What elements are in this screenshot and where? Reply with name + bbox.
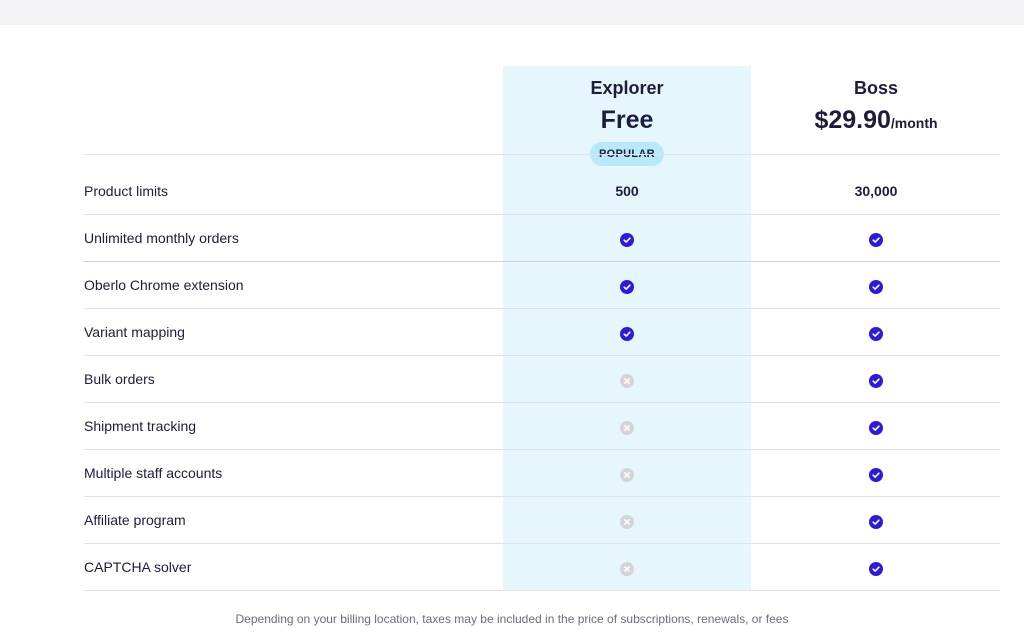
feature-row: Variant mapping: [84, 309, 1000, 356]
feature-label: Variant mapping: [84, 324, 185, 340]
feature-comparison-table: Product limits 500 30,000 Unlimited monthly…: [84, 168, 1000, 591]
feature-cell-explorer: [503, 356, 751, 402]
feature-cell-boss: [752, 450, 1000, 496]
plan-price: Free: [503, 106, 751, 135]
feature-cell-explorer: [503, 262, 751, 308]
feature-cell-explorer: [503, 309, 751, 355]
feature-label: Bulk orders: [84, 371, 155, 387]
feature-cell-boss: [752, 497, 1000, 543]
check-circle-icon: [869, 561, 883, 576]
feature-row: Shipment tracking: [84, 403, 1000, 450]
feature-row: CAPTCHA solver: [84, 544, 1000, 591]
plan-name: Explorer: [590, 78, 664, 98]
check-circle-icon: [869, 279, 883, 294]
price-amount: Free: [600, 106, 654, 134]
feature-label: Unlimited monthly orders: [84, 230, 239, 246]
feature-cell-boss: [752, 215, 1000, 261]
feature-row: Unlimited monthly orders: [84, 215, 1000, 262]
check-circle-icon: [869, 326, 883, 341]
check-circle-icon: [620, 232, 634, 247]
plan-name: Boss: [853, 78, 898, 98]
x-circle-icon: [620, 373, 634, 388]
check-circle-icon: [620, 279, 634, 294]
check-circle-icon: [620, 326, 634, 341]
feature-cell-explorer: [503, 403, 751, 449]
feature-row: Oberlo Chrome extension: [84, 262, 1000, 309]
feature-row: Product limits 500 30,000: [84, 168, 1000, 215]
x-circle-icon: [620, 467, 634, 482]
feature-label: CAPTCHA solver: [84, 559, 192, 575]
tax-footnote: Depending on your billing location, taxe…: [235, 612, 789, 626]
header-divider: [84, 154, 1000, 155]
price-suffix: /month: [890, 115, 938, 131]
price-amount: $29.90: [814, 106, 891, 134]
feature-cell-boss: [752, 403, 1000, 449]
feature-label: Affiliate program: [84, 512, 186, 528]
feature-cell-boss: [752, 544, 1000, 590]
check-circle-icon: [869, 232, 883, 247]
check-circle-icon: [869, 467, 883, 482]
feature-cell-boss: 30,000: [854, 183, 898, 199]
feature-label: Shipment tracking: [84, 418, 197, 434]
feature-cell-boss: [752, 356, 1000, 402]
feature-row: Multiple staff accounts: [84, 450, 1000, 497]
feature-cell-explorer: [503, 497, 751, 543]
x-circle-icon: [620, 514, 634, 529]
check-circle-icon: [869, 420, 883, 435]
feature-cell-explorer: [503, 450, 751, 496]
feature-label: Product limits: [84, 183, 169, 199]
x-circle-icon: [620, 561, 634, 576]
x-circle-icon: [620, 420, 634, 435]
check-circle-icon: [869, 514, 883, 529]
feature-label: Multiple staff accounts: [84, 465, 223, 481]
feature-cell-boss: [752, 262, 1000, 308]
top-bar: [0, 0, 1024, 25]
plan-price: $29.90/month: [752, 106, 1000, 135]
feature-cell-explorer: [503, 544, 751, 590]
feature-row: Affiliate program: [84, 497, 1000, 544]
feature-cell-boss: [752, 309, 1000, 355]
feature-cell-explorer: 500: [615, 183, 639, 199]
check-circle-icon: [869, 373, 883, 388]
feature-cell-explorer: [503, 215, 751, 261]
feature-label: Oberlo Chrome extension: [84, 277, 244, 293]
feature-row: Bulk orders: [84, 356, 1000, 403]
